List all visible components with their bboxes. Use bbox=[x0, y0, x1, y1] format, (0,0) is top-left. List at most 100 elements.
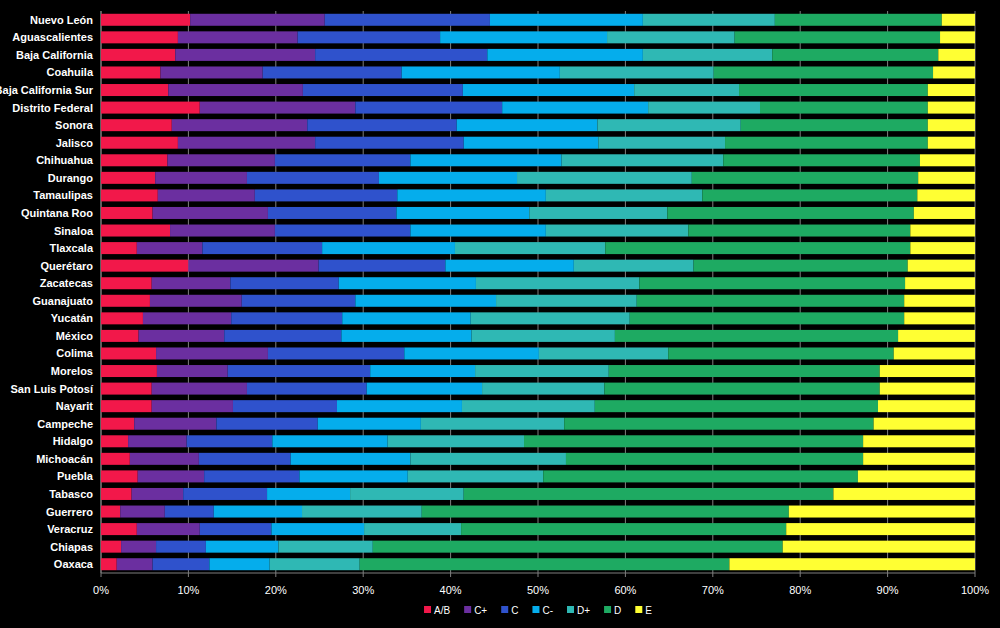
bar-segment bbox=[101, 189, 158, 201]
tick-mark bbox=[275, 573, 276, 577]
bar-segment bbox=[396, 207, 529, 219]
bar-segment bbox=[175, 49, 315, 61]
bar-segment bbox=[604, 383, 879, 395]
bar-segment bbox=[165, 506, 214, 518]
bar-segment bbox=[694, 260, 908, 272]
bar-segment bbox=[725, 137, 928, 149]
bar-segment bbox=[156, 347, 268, 359]
legend-label: A/B bbox=[434, 605, 450, 616]
bar-segment bbox=[101, 207, 153, 219]
bar-segment bbox=[101, 66, 160, 78]
bar-segment bbox=[388, 435, 524, 447]
category-label: Tamaulipas bbox=[33, 189, 93, 201]
legend: A/BC+CC-D+DE bbox=[424, 605, 652, 616]
bar-segment bbox=[422, 506, 789, 518]
tick-mark bbox=[538, 573, 539, 577]
bar-segment bbox=[268, 347, 404, 359]
bar-segment bbox=[379, 172, 517, 184]
bar-segment bbox=[639, 277, 905, 289]
bar-segment bbox=[928, 102, 975, 114]
category-label: Nuevo León bbox=[30, 14, 93, 26]
tick-label: 40% bbox=[440, 584, 462, 596]
bar-segment bbox=[880, 383, 975, 395]
bar-segment bbox=[463, 84, 634, 96]
category-label: Guanajuato bbox=[32, 295, 93, 307]
bar-segment bbox=[605, 242, 910, 254]
category-label: Colima bbox=[56, 347, 94, 359]
bar-segment bbox=[904, 312, 975, 324]
tick-label: 80% bbox=[789, 584, 811, 596]
bar-segment bbox=[775, 14, 942, 26]
bar-segment bbox=[231, 312, 342, 324]
tick-label: 70% bbox=[702, 584, 724, 596]
bar-segment bbox=[464, 137, 599, 149]
category-label: Tlaxcala bbox=[50, 242, 94, 254]
bar-segment bbox=[200, 102, 356, 114]
bar-segment bbox=[224, 330, 341, 342]
category-label: Veracruz bbox=[47, 523, 93, 535]
bar-segment bbox=[339, 277, 476, 289]
bar-segment bbox=[874, 418, 975, 430]
tick-mark bbox=[450, 573, 451, 577]
bar-segment bbox=[595, 400, 878, 412]
bar-segment bbox=[472, 330, 615, 342]
bar-segment bbox=[315, 49, 487, 61]
bar-segment bbox=[928, 137, 975, 149]
bar-segment bbox=[101, 523, 137, 535]
bar-segment bbox=[315, 137, 464, 149]
bar-segment bbox=[158, 189, 255, 201]
bar-segment bbox=[168, 84, 303, 96]
grid bbox=[101, 11, 975, 577]
bar-segment bbox=[101, 31, 178, 43]
legend-swatch bbox=[635, 606, 642, 613]
bar-segment bbox=[278, 541, 372, 553]
category-label: Hidalgo bbox=[53, 435, 94, 447]
bar-segment bbox=[688, 225, 910, 237]
tick-label: 10% bbox=[177, 584, 199, 596]
bar-segment bbox=[188, 260, 318, 272]
tick-label: 90% bbox=[877, 584, 899, 596]
bar-segment bbox=[928, 84, 975, 96]
bar-segment bbox=[858, 470, 975, 482]
bar-segment bbox=[524, 435, 863, 447]
legend-label: C- bbox=[542, 605, 553, 616]
bar-segment bbox=[833, 488, 975, 500]
bar-segment bbox=[291, 453, 411, 465]
bar-segment bbox=[247, 172, 379, 184]
bar-segment bbox=[272, 435, 387, 447]
bar-segment bbox=[546, 225, 688, 237]
bar-segment bbox=[729, 558, 975, 570]
bar-segment bbox=[772, 49, 938, 61]
bar-segment bbox=[517, 172, 692, 184]
bar-segment bbox=[130, 453, 199, 465]
bar-segment bbox=[634, 84, 739, 96]
category-label: Quintana Roo bbox=[21, 207, 93, 219]
legend-swatch bbox=[424, 606, 431, 613]
legend-swatch bbox=[604, 606, 611, 613]
bar-segment bbox=[933, 66, 975, 78]
bar-segment bbox=[355, 295, 496, 307]
legend-swatch bbox=[532, 606, 539, 613]
bar-segment bbox=[228, 365, 370, 377]
category-label: Sonora bbox=[55, 119, 94, 131]
bar-segment bbox=[178, 137, 315, 149]
bar-segment bbox=[475, 365, 609, 377]
bar-segment bbox=[410, 154, 561, 166]
bar-segment bbox=[643, 49, 772, 61]
bar-segment bbox=[101, 172, 155, 184]
bar-segment bbox=[101, 418, 134, 430]
bar-segment bbox=[101, 14, 190, 26]
bar-segment bbox=[894, 347, 975, 359]
bar-segment bbox=[101, 541, 121, 553]
tick-label: 0% bbox=[93, 584, 109, 596]
bar-segment bbox=[471, 312, 630, 324]
bar-segment bbox=[204, 470, 299, 482]
bar-segment bbox=[101, 137, 178, 149]
bar-segment bbox=[408, 470, 543, 482]
bar-segment bbox=[341, 330, 471, 342]
bar-segment bbox=[342, 312, 470, 324]
tick-mark bbox=[188, 573, 189, 577]
bar-segment bbox=[457, 119, 598, 131]
bar-segment bbox=[263, 66, 402, 78]
bar-segment bbox=[190, 14, 325, 26]
